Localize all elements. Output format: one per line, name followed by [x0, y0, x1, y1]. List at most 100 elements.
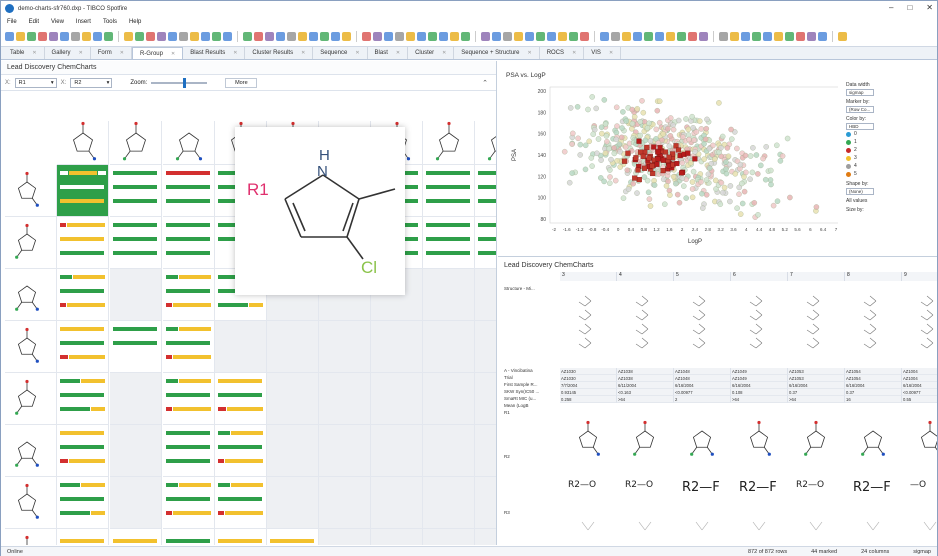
toolbar-tool-icon[interactable]	[558, 32, 567, 41]
rgroup-cell[interactable]	[110, 165, 162, 217]
toolbar-tool-icon[interactable]	[179, 32, 188, 41]
toolbar-tool-icon[interactable]	[796, 32, 805, 41]
rgroup-cell[interactable]	[475, 217, 496, 269]
rgroup-cell[interactable]	[475, 425, 496, 477]
toolbar-tool-icon[interactable]	[688, 32, 697, 41]
toolbar-tool-icon[interactable]	[439, 32, 448, 41]
table-cell[interactable]: AZ1038	[617, 368, 674, 375]
toolbar-tool-icon[interactable]	[384, 32, 393, 41]
rgroup-cell[interactable]	[423, 425, 475, 477]
table-cell[interactable]: AZ1049	[731, 375, 788, 382]
column-header-structure[interactable]	[475, 121, 496, 165]
tab-sequence[interactable]: Sequence ✕	[313, 47, 368, 59]
tab-blast-results[interactable]: Blast Results ✕	[183, 47, 246, 59]
rgroup-cell[interactable]	[57, 217, 109, 269]
rgroup-cell[interactable]	[319, 529, 371, 545]
table-cell[interactable]: >64	[731, 396, 788, 403]
rgroup-cell[interactable]	[163, 477, 215, 529]
table-cell[interactable]: AZ1053	[788, 368, 845, 375]
close-tab-icon[interactable]: ✕	[395, 50, 401, 56]
rgroup-cell[interactable]	[423, 321, 475, 373]
toolbar-tool-icon[interactable]	[146, 32, 155, 41]
table-cell[interactable]: 16	[845, 396, 902, 403]
toolbar-tool-icon[interactable]	[298, 32, 307, 41]
close-icon[interactable]: ✕	[926, 3, 933, 12]
toolbar-tool-icon[interactable]	[514, 32, 523, 41]
rgroup-cell[interactable]	[215, 529, 267, 545]
rgroup-cell[interactable]	[423, 529, 475, 545]
toolbar-tool-icon[interactable]	[525, 32, 534, 41]
column-header-structure[interactable]	[163, 121, 215, 165]
close-tab-icon[interactable]: ✕	[32, 50, 37, 56]
rgroup-cell[interactable]	[319, 321, 371, 373]
rgroup-cell[interactable]	[475, 165, 496, 217]
row-header-structure[interactable]	[5, 321, 57, 373]
table-cell[interactable]: AZ1004	[902, 375, 937, 382]
menu-file[interactable]: File	[7, 18, 17, 25]
close-tab-icon[interactable]: ✕	[355, 50, 360, 56]
y-axis-select[interactable]: R2 ▾	[70, 77, 113, 88]
rgroup-cell[interactable]	[423, 373, 475, 425]
toolbar-tool-icon[interactable]	[406, 32, 415, 41]
toolbar-tool-icon[interactable]	[677, 32, 686, 41]
table-cell[interactable]: 6/16/2004	[674, 382, 731, 389]
legend-item[interactable]: 0	[846, 130, 926, 138]
toolbar-tool-icon[interactable]	[763, 32, 772, 41]
shape-by-select[interactable]: (None)	[846, 188, 874, 195]
close-tab-icon[interactable]: ✕	[572, 50, 577, 56]
rgroup-cell[interactable]	[423, 477, 475, 529]
toolbar-tool-icon[interactable]	[461, 32, 470, 41]
table-cell[interactable]: 0.55	[902, 396, 937, 403]
rgroup-cell[interactable]	[423, 165, 475, 217]
rgroup-cell[interactable]	[110, 529, 162, 545]
rgroup-cell[interactable]	[57, 321, 109, 373]
tab-vis[interactable]: VIS ✕	[584, 47, 622, 59]
table-cell[interactable]: 0.108	[731, 389, 788, 396]
tab-r-group[interactable]: R-Group ✕	[131, 47, 184, 59]
toolbar-tool-icon[interactable]	[82, 32, 91, 41]
rgroup-cell[interactable]	[110, 373, 162, 425]
toolbar-tool-icon[interactable]	[124, 32, 133, 41]
menu-edit[interactable]: Edit	[28, 18, 40, 25]
x-axis-select[interactable]: R1 ▾	[14, 77, 57, 88]
toolbar-tool-icon[interactable]	[16, 32, 25, 41]
table-cell[interactable]: <0.163	[617, 389, 674, 396]
toolbar-tool-icon[interactable]	[536, 32, 545, 41]
table-cell[interactable]: 6/16/2004	[845, 382, 902, 389]
table-cell[interactable]: AZ1030	[560, 368, 617, 375]
legend-item[interactable]: 3	[846, 154, 926, 162]
row-header-structure[interactable]	[5, 373, 57, 425]
column-number-header[interactable]: 6	[731, 272, 788, 281]
toolbar-tool-icon[interactable]	[633, 32, 642, 41]
toolbar-tool-icon[interactable]	[190, 32, 199, 41]
menu-help[interactable]: Help	[128, 18, 142, 25]
table-cell[interactable]: 0.258	[560, 396, 617, 403]
row-header-structure[interactable]	[5, 217, 57, 269]
toolbar-tool-icon[interactable]	[807, 32, 816, 41]
tab-form[interactable]: Form ✕	[90, 47, 132, 59]
table-cell[interactable]: AZ1048	[674, 375, 731, 382]
rgroup-cell[interactable]	[371, 529, 423, 545]
rgroup-cell[interactable]	[57, 373, 109, 425]
close-tab-icon[interactable]: ✕	[608, 50, 614, 56]
row-header-structure[interactable]	[5, 529, 57, 545]
rgroup-cell[interactable]	[215, 373, 267, 425]
rgroup-cell[interactable]	[215, 425, 267, 477]
tab-sequence-structure[interactable]: Sequence + Structure ✕	[454, 47, 540, 59]
toolbar-tool-icon[interactable]	[699, 32, 708, 41]
toolbar-tool-icon[interactable]	[265, 32, 274, 41]
toolbar-tool-icon[interactable]	[666, 32, 675, 41]
close-tab-icon[interactable]: ✕	[442, 50, 447, 56]
scatter-plot[interactable]: 200 180 160 140 120 100 80 -2 -1.6 -1.2 -0.8 -0.4 0 0…	[498, 67, 838, 257]
row-header-structure[interactable]	[5, 165, 57, 217]
rgroup-cell[interactable]	[267, 477, 319, 529]
toolbar-tool-icon[interactable]	[785, 32, 794, 41]
row-header-structure[interactable]	[5, 477, 57, 529]
toolbar-tool-icon[interactable]	[644, 32, 653, 41]
rgroup-cell[interactable]	[163, 321, 215, 373]
minimize-icon[interactable]: –	[889, 3, 894, 12]
column-number-header[interactable]: 4	[617, 272, 674, 281]
rgroup-cell[interactable]	[319, 425, 371, 477]
table-cell[interactable]: AZ1030	[560, 375, 617, 382]
toolbar-tool-icon[interactable]	[417, 32, 426, 41]
